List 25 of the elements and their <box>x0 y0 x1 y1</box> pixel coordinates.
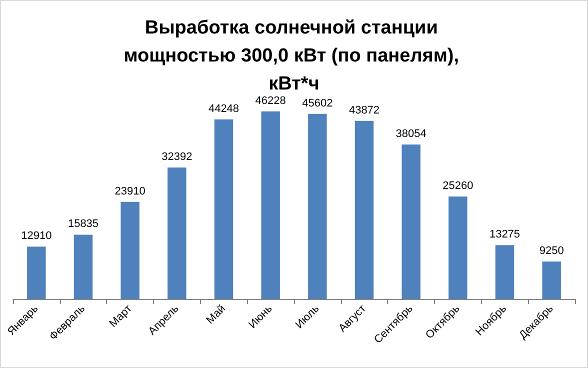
bar <box>168 167 186 299</box>
bar <box>261 111 280 299</box>
bar <box>542 261 561 299</box>
bar <box>27 246 46 299</box>
data-label: 9250 <box>539 244 564 257</box>
bar <box>120 202 140 299</box>
data-label: 44248 <box>208 102 240 115</box>
data-label: 38054 <box>396 128 426 140</box>
bar <box>74 234 93 299</box>
chart-title: Выработка солнечной станции мощностью 300,0 кВт (по панелям), кВт*ч <box>124 18 464 94</box>
data-label: 23910 <box>114 185 146 198</box>
bar <box>308 114 327 299</box>
data-label: 15835 <box>68 218 99 230</box>
data-label: 13275 <box>489 228 520 241</box>
data-label: 25260 <box>442 180 474 192</box>
data-label: 12910 <box>21 230 52 242</box>
data-label: 45602 <box>302 97 333 110</box>
data-label: 43872 <box>348 104 380 116</box>
data-label: 32392 <box>162 150 192 163</box>
bar <box>448 196 468 299</box>
bar <box>402 144 420 299</box>
data-label: 46228 <box>255 94 286 107</box>
bar <box>495 245 514 299</box>
bar <box>214 119 234 299</box>
bar <box>354 120 374 299</box>
